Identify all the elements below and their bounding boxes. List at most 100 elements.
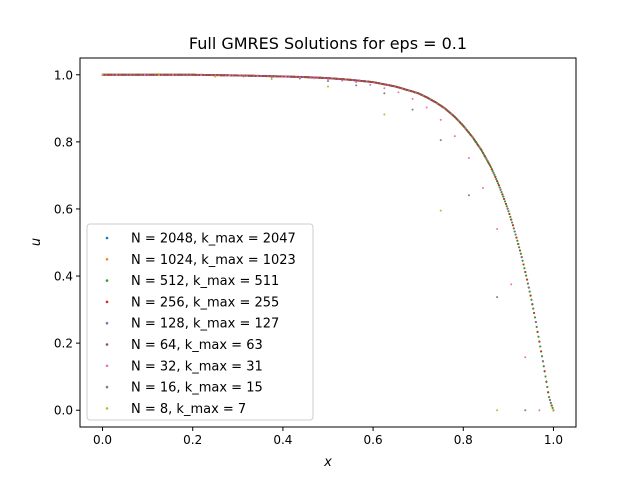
data-point: [341, 78, 344, 81]
data-point: [482, 153, 485, 156]
data-point: [207, 74, 210, 76]
data-point: [374, 81, 377, 84]
data-point: [113, 73, 116, 76]
data-point: [108, 73, 111, 76]
data-point: [194, 73, 197, 76]
data-point: [485, 158, 488, 161]
data-point: [140, 73, 143, 76]
data-point: [163, 73, 166, 76]
data-point: [235, 74, 238, 77]
data-point: [371, 81, 374, 84]
y-tick-label: 0.6: [54, 202, 73, 216]
data-point: [309, 76, 312, 79]
data-point: [166, 73, 169, 76]
data-point: [496, 409, 499, 412]
data-point: [164, 73, 167, 76]
data-point: [351, 79, 354, 82]
data-point: [526, 282, 529, 285]
data-point: [270, 77, 273, 80]
data-point: [149, 73, 152, 76]
data-point: [509, 215, 512, 218]
data-point: [378, 82, 381, 85]
data-point: [467, 194, 470, 197]
data-point: [376, 81, 379, 84]
data-point: [429, 98, 432, 101]
data-point: [547, 391, 550, 394]
data-point: [379, 82, 382, 85]
data-point: [133, 73, 136, 76]
data-point: [409, 90, 412, 93]
data-point: [496, 180, 499, 183]
legend-label: N = 2048, k_max = 2047: [131, 232, 296, 247]
data-point: [411, 108, 414, 111]
data-point: [453, 115, 456, 118]
data-point: [505, 205, 508, 208]
data-point: [210, 74, 213, 77]
y-tick-label: 0.2: [54, 337, 73, 351]
y-tick-label: 0.0: [54, 404, 73, 418]
data-point: [467, 131, 470, 134]
data-point: [224, 74, 227, 77]
data-point: [105, 73, 108, 76]
data-point: [439, 118, 442, 121]
data-point: [126, 73, 129, 76]
data-point: [365, 80, 368, 83]
data-point: [441, 105, 444, 108]
data-point: [103, 73, 106, 76]
data-point: [482, 151, 484, 154]
data-point: [517, 242, 520, 245]
data-point: [279, 75, 282, 78]
data-point: [281, 75, 284, 78]
data-point: [529, 294, 532, 297]
data-point: [265, 75, 268, 78]
data-point: [263, 75, 266, 78]
data-point: [432, 100, 435, 103]
data-point: [251, 74, 254, 77]
data-point: [388, 84, 391, 87]
data-point: [286, 75, 289, 78]
data-point: [494, 175, 497, 178]
data-point: [544, 375, 547, 378]
legend-label: N = 512, k_max = 511: [131, 274, 279, 289]
data-point: [249, 74, 252, 77]
data-point: [106, 73, 109, 76]
data-point: [473, 138, 476, 141]
data-point: [349, 78, 352, 81]
data-point: [436, 102, 439, 105]
data-point: [537, 335, 540, 338]
data-point: [367, 80, 370, 83]
data-point: [536, 330, 539, 333]
data-point: [159, 73, 162, 76]
data-point: [518, 246, 521, 249]
data-point: [402, 87, 405, 90]
data-point: [397, 86, 400, 89]
data-point: [193, 73, 196, 76]
data-point: [415, 91, 418, 94]
legend-marker: [105, 364, 109, 368]
data-point: [524, 356, 527, 359]
data-point: [282, 75, 285, 78]
data-point: [237, 74, 240, 77]
data-point: [127, 73, 130, 76]
data-point: [231, 74, 234, 77]
x-tick-label: 0.0: [93, 433, 112, 447]
data-point: [245, 74, 248, 77]
data-point: [238, 74, 241, 77]
data-point: [302, 76, 305, 79]
data-point: [386, 84, 389, 87]
data-point: [533, 316, 536, 319]
data-point: [305, 76, 308, 79]
data-point: [147, 73, 150, 76]
data-point: [189, 73, 192, 76]
data-point: [129, 73, 132, 76]
data-point: [383, 83, 386, 86]
data-point: [539, 345, 542, 348]
data-point: [522, 263, 525, 266]
data-point: [335, 77, 338, 80]
data-point: [143, 73, 146, 76]
data-point: [319, 76, 322, 79]
data-point: [446, 109, 449, 112]
data-point: [540, 350, 543, 353]
data-point: [535, 325, 538, 328]
data-point: [471, 136, 474, 139]
